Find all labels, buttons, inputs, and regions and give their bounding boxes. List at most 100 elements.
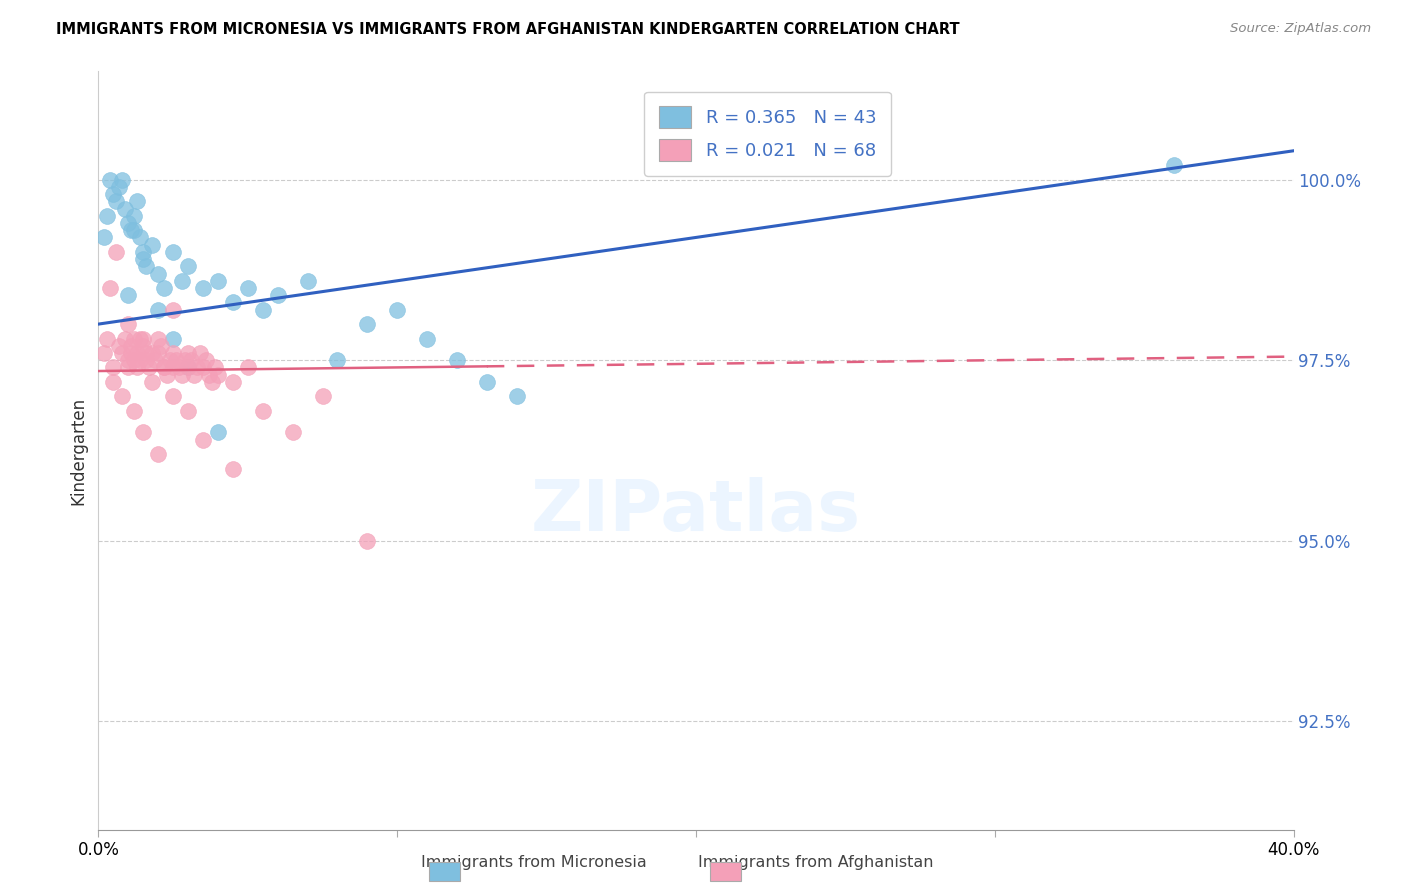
Point (103, 360, 125, 375)
Point (129, 353, 152, 368)
Point (124, 403, 146, 417)
Point (162, 389, 184, 403)
Point (103, 375, 125, 389)
Point (204, 360, 226, 375)
Point (172, 274, 194, 288)
Point (103, 187, 125, 202)
Point (162, 302, 184, 317)
Point (297, 274, 319, 288)
Point (132, 244, 155, 259)
Point (105, 244, 128, 259)
Point (159, 353, 181, 368)
Point (148, 302, 170, 317)
Point (506, 389, 529, 403)
Point (108, 180, 131, 194)
Point (207, 274, 229, 288)
Point (143, 353, 166, 368)
Point (93, 346, 115, 360)
Point (356, 317, 378, 331)
Point (172, 368, 194, 382)
Point (162, 360, 184, 375)
Point (96, 209, 118, 223)
Point (132, 339, 155, 353)
Point (141, 237, 163, 252)
Point (148, 346, 170, 360)
Point (117, 288, 139, 302)
Point (186, 360, 208, 375)
Point (195, 353, 218, 368)
Point (207, 368, 229, 382)
Point (177, 346, 200, 360)
Point (148, 267, 170, 281)
Point (191, 433, 214, 447)
Point (267, 288, 290, 302)
Point (385, 302, 409, 317)
Point (138, 360, 160, 375)
Point (141, 346, 163, 360)
Point (311, 389, 333, 403)
Point (120, 339, 142, 353)
Point (156, 368, 179, 382)
Point (201, 375, 224, 389)
Point (108, 339, 131, 353)
Point (191, 281, 214, 295)
Point (124, 223, 146, 237)
Point (129, 230, 152, 244)
Point (150, 339, 173, 353)
Point (177, 403, 200, 417)
Point (236, 281, 259, 295)
Point (114, 202, 136, 216)
Point (191, 360, 214, 375)
Point (105, 194, 128, 209)
Point (127, 360, 149, 375)
Point (132, 252, 155, 266)
Text: Source: ZipAtlas.com: Source: ZipAtlas.com (1230, 22, 1371, 36)
Point (222, 375, 245, 389)
Point (117, 216, 139, 230)
Point (177, 360, 200, 375)
Point (114, 332, 136, 346)
Point (153, 360, 176, 375)
Point (148, 332, 170, 346)
Point (129, 332, 152, 346)
Point (356, 533, 378, 548)
Text: IMMIGRANTS FROM MICRONESIA VS IMMIGRANTS FROM AFGHANISTAN KINDERGARTEN CORRELATI: IMMIGRANTS FROM MICRONESIA VS IMMIGRANTS… (56, 22, 960, 37)
Point (111, 172, 134, 186)
Point (162, 244, 184, 259)
Point (446, 353, 468, 368)
Point (162, 346, 184, 360)
Legend: R = 0.365   N = 43, R = 0.021   N = 68: R = 0.365 N = 43, R = 0.021 N = 68 (644, 92, 891, 176)
Point (117, 353, 139, 368)
Point (153, 281, 176, 295)
Point (124, 332, 146, 346)
Point (120, 346, 142, 360)
Point (222, 461, 245, 475)
Y-axis label: Kindergarten: Kindergarten (69, 396, 87, 505)
Point (117, 360, 139, 375)
Point (127, 194, 149, 209)
Point (111, 389, 134, 403)
Point (127, 346, 149, 360)
Point (174, 353, 197, 368)
Point (165, 353, 187, 368)
Point (281, 425, 304, 440)
Point (96, 332, 118, 346)
Point (148, 447, 170, 461)
Point (326, 353, 349, 368)
Point (188, 346, 211, 360)
Point (120, 223, 142, 237)
Point (167, 360, 190, 375)
Point (93, 230, 115, 244)
Text: Immigrants from Micronesia: Immigrants from Micronesia (422, 855, 647, 870)
Point (207, 425, 229, 440)
Point (153, 360, 176, 375)
Point (135, 353, 157, 368)
Text: Immigrants from Afghanistan: Immigrants from Afghanistan (697, 855, 934, 870)
Point (252, 302, 274, 317)
Point (117, 317, 139, 331)
Point (124, 353, 146, 368)
Point (252, 403, 274, 417)
Point (135, 346, 157, 360)
Point (177, 260, 200, 274)
Point (135, 260, 157, 274)
